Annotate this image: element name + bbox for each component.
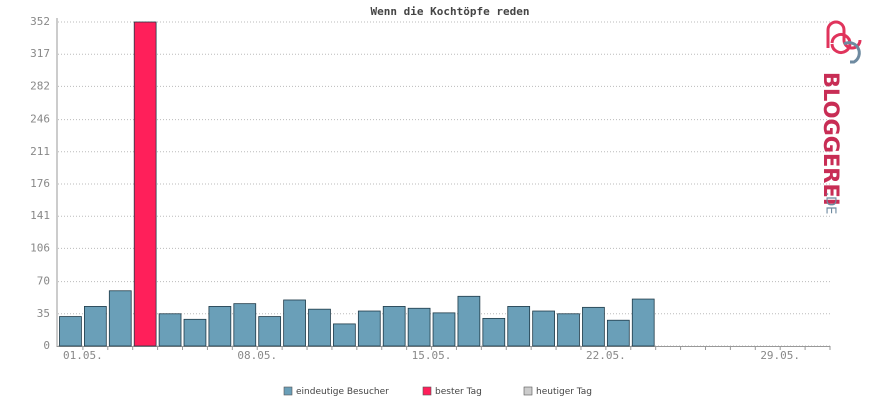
- bar: [158, 313, 182, 347]
- logo-icon: [826, 20, 862, 54]
- y-tick-label: 70: [37, 275, 50, 288]
- bar: [283, 299, 306, 347]
- bar: [457, 295, 481, 347]
- y-tick-label: 176: [30, 177, 50, 190]
- y-tick-label: 35: [37, 307, 50, 320]
- bar: [606, 319, 630, 347]
- y-tick-label: 211: [30, 145, 50, 158]
- bar: [183, 318, 207, 347]
- y-tick-label: 317: [30, 47, 50, 60]
- bar: [357, 310, 381, 347]
- bar: [258, 316, 282, 347]
- legend-label: bester Tag: [435, 387, 482, 397]
- bar: [133, 21, 157, 347]
- y-tick-label: 282: [30, 79, 50, 92]
- legend-label: eindeutige Besucher: [296, 387, 389, 397]
- bar: [532, 310, 555, 347]
- bar: [631, 298, 655, 347]
- x-tick-label: 01.05.: [63, 349, 103, 362]
- bar: [108, 290, 132, 347]
- bar: [233, 303, 257, 347]
- bar: [208, 306, 232, 347]
- y-tick-label: 352: [30, 15, 50, 28]
- bar: [407, 307, 431, 347]
- x-tick-label: 29.05.: [760, 349, 800, 362]
- y-tick-label: 0: [43, 339, 50, 352]
- logo-suffix: .DE: [823, 192, 838, 214]
- y-tick-label: 141: [30, 209, 50, 222]
- x-tick-label: 22.05.: [586, 349, 626, 362]
- bar: [482, 317, 506, 347]
- x-tick-label: 08.05.: [237, 349, 277, 362]
- logo: BLOGGEREI .DE: [819, 20, 862, 214]
- bar: [432, 312, 456, 347]
- legend-label: heutiger Tag: [536, 387, 592, 397]
- bar: [582, 306, 605, 347]
- x-tick-label: 15.05.: [412, 349, 452, 362]
- logo-text: BLOGGEREI: [819, 72, 843, 206]
- y-tick-label: 106: [30, 241, 50, 254]
- legend-swatch: [523, 386, 533, 396]
- bar: [333, 323, 356, 347]
- y-tick-label: 246: [30, 113, 50, 126]
- bar: [557, 313, 580, 347]
- legend-swatch: [283, 386, 293, 396]
- bar: [507, 306, 531, 347]
- bar: [308, 308, 331, 347]
- bar: [382, 306, 406, 347]
- bar: [59, 316, 82, 347]
- logo-icon: [843, 41, 861, 64]
- chart-title: Wenn die Kochtöpfe reden: [371, 5, 530, 18]
- bar: [84, 306, 107, 347]
- legend-swatch: [422, 386, 432, 396]
